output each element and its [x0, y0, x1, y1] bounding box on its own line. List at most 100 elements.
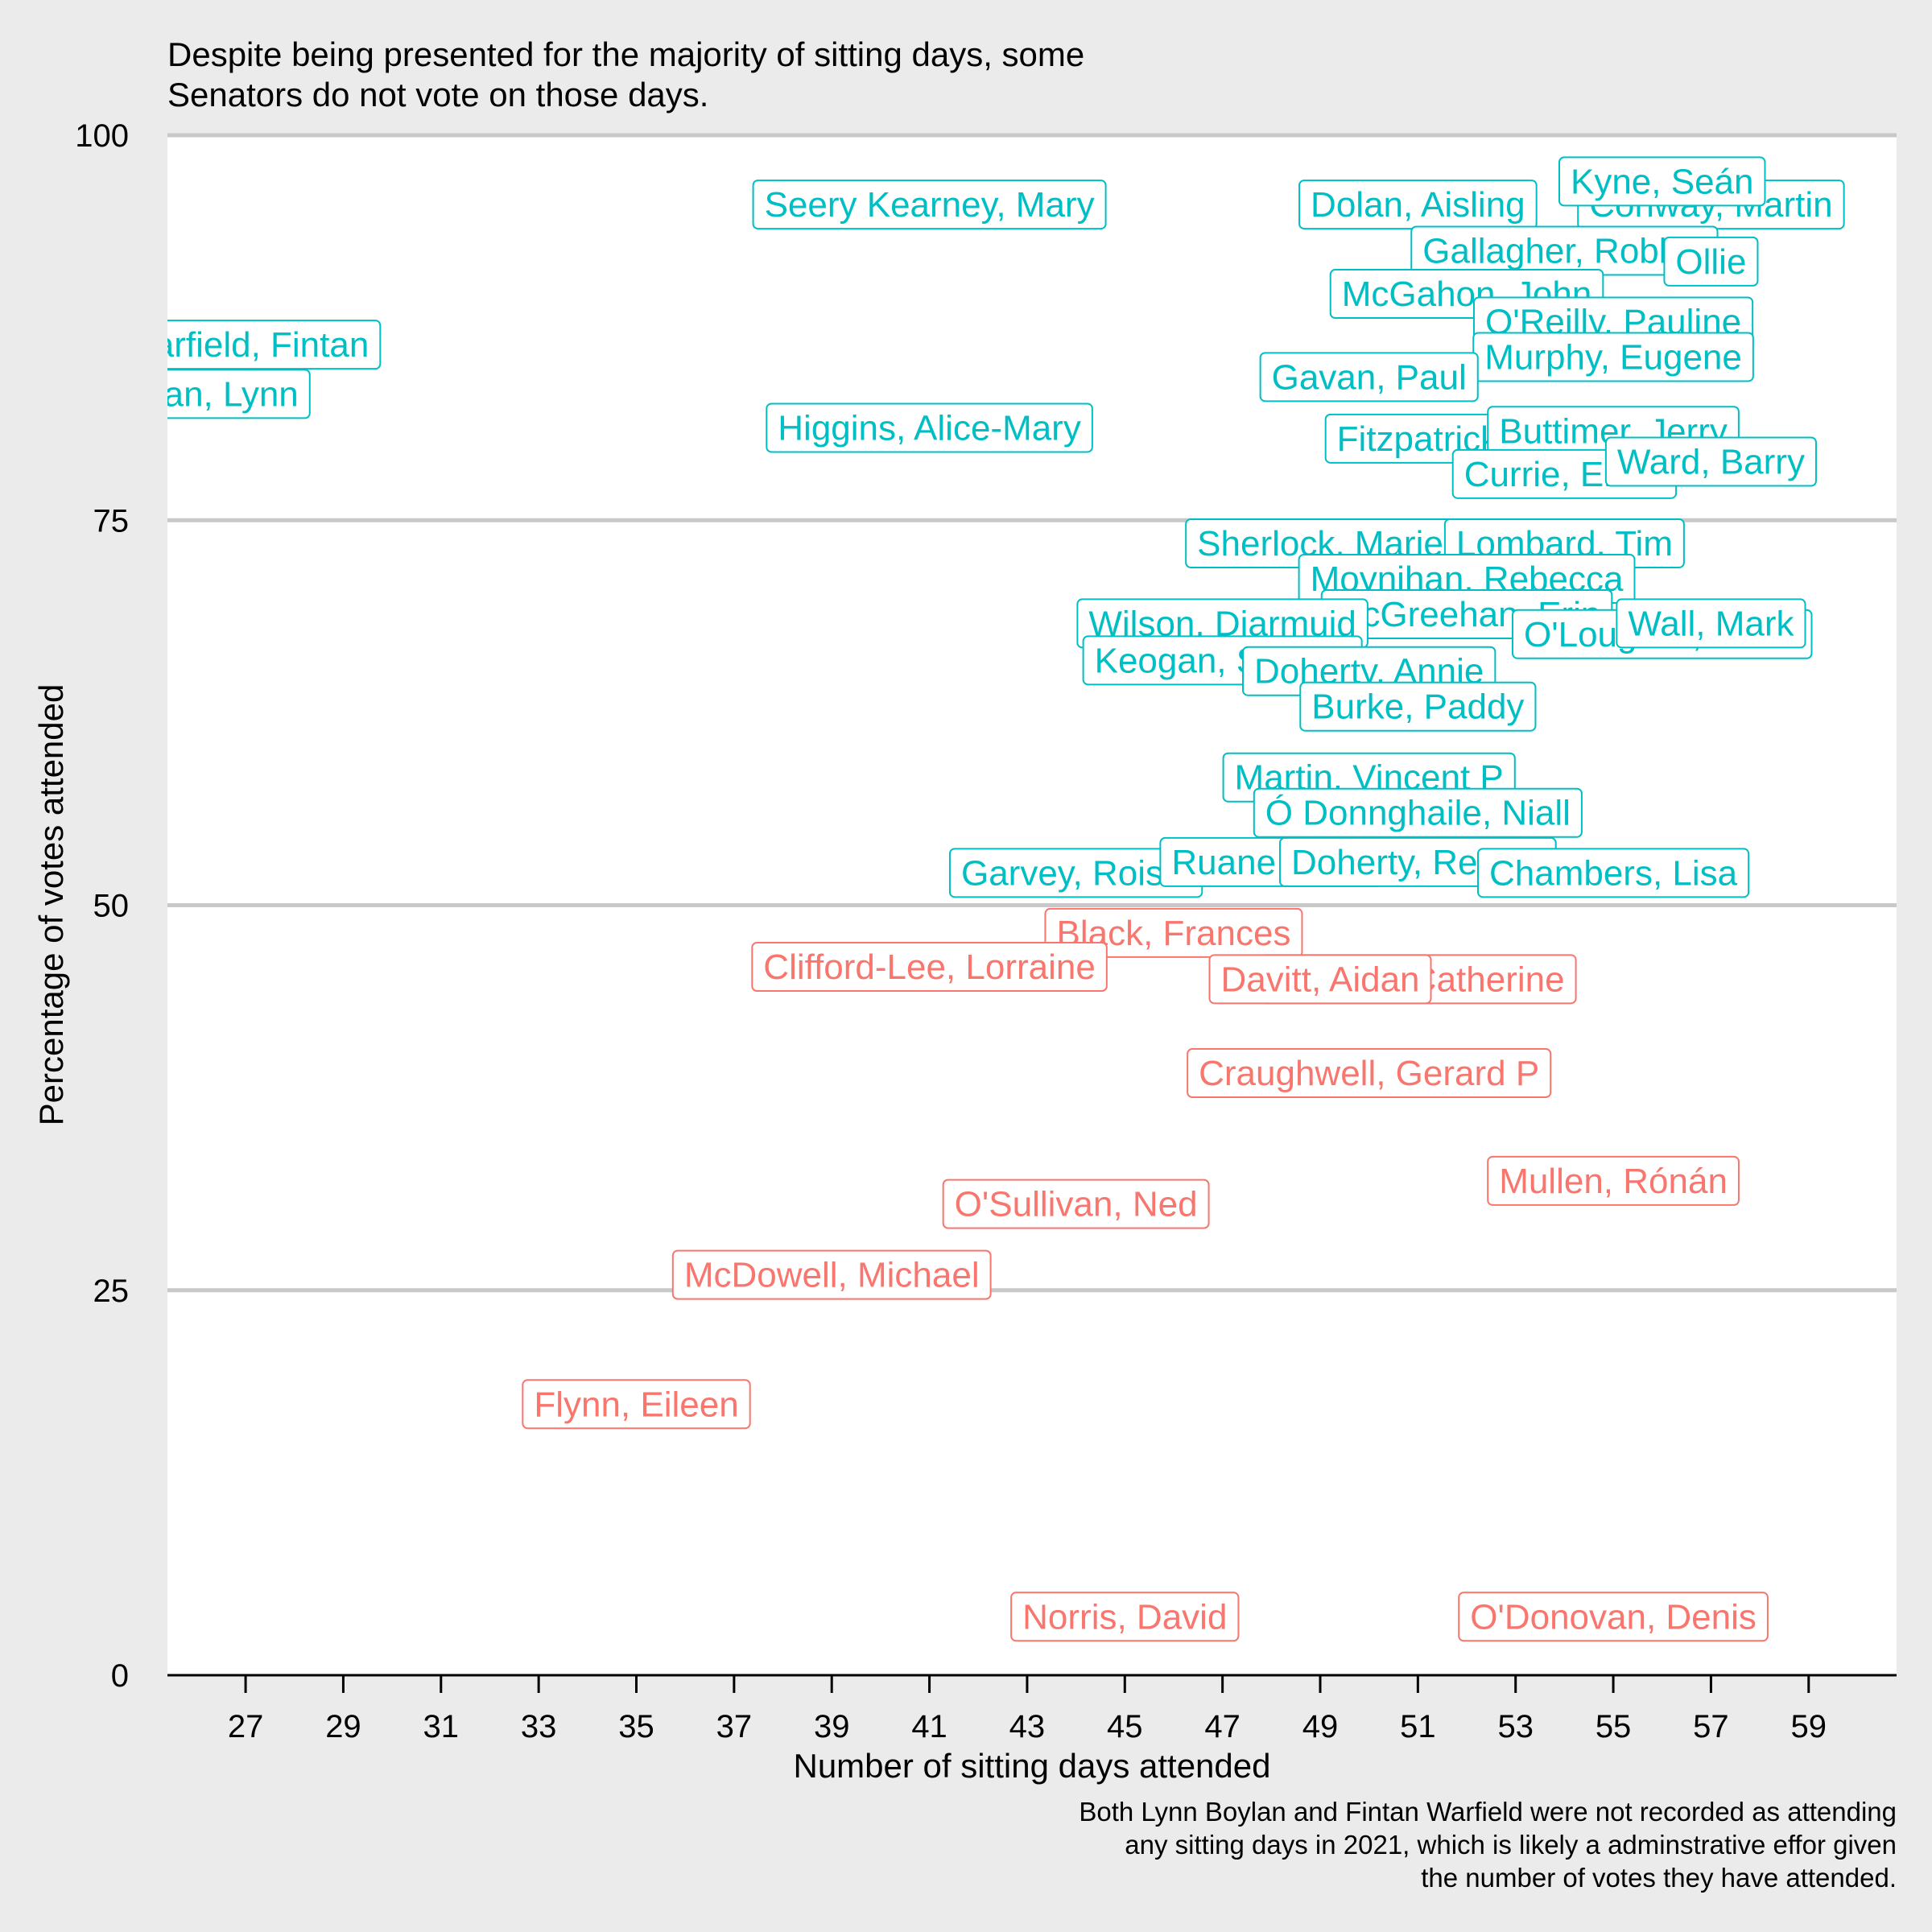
- point-label-box-28: [1253, 787, 1583, 838]
- x-tick-label-1: 29: [325, 1709, 361, 1744]
- point-label-0: Seery Kearney, Mary: [752, 180, 1107, 230]
- x-tick-label-9: 45: [1107, 1709, 1143, 1744]
- x-tick-label-14: 55: [1596, 1709, 1632, 1744]
- point-label-5: Ollie: [1663, 236, 1759, 287]
- x-tick-label-11: 49: [1302, 1709, 1339, 1744]
- point-label-text-0: Seery Kearney, Mary: [765, 185, 1095, 225]
- point-label-10: Warfield, Fintan: [122, 320, 382, 370]
- point-label-box-32: [1476, 848, 1750, 898]
- point-label-text-28: Ó Donnghaile, Niall: [1265, 794, 1571, 833]
- caption-line-1: Both Lynn Boylan and Fintan Warfield wer…: [1079, 1797, 1897, 1827]
- point-label-32: Chambers, Lisa: [1476, 848, 1750, 898]
- point-label-text-32: Chambers, Lisa: [1489, 853, 1738, 893]
- chart-title-line-1: Despite being presented for the majority…: [167, 35, 1084, 73]
- point-label-box-43: [1458, 1591, 1769, 1642]
- x-tick-label-13: 53: [1497, 1709, 1534, 1744]
- point-label-40: McDowell, Michael: [671, 1249, 992, 1300]
- point-label-box-37: [1187, 1048, 1552, 1099]
- x-tick-label-2: 31: [423, 1709, 460, 1744]
- y-tick-label-3: 75: [93, 503, 130, 539]
- y-tick-label-4: 100: [75, 118, 129, 154]
- chart-title-line-2: Senators do not vote on those days.: [167, 76, 708, 114]
- point-label-text-26: Burke, Paddy: [1311, 687, 1524, 727]
- x-axis: 27 29 31 33 35 37 39 41 43 45 47 49 51 53 55 57 59: [167, 1674, 1897, 1744]
- point-label-9: Gavan, Paul: [1259, 352, 1479, 402]
- point-label-12: Higgins, Alice-Mary: [766, 402, 1093, 453]
- x-tick-label-8: 43: [1009, 1709, 1046, 1744]
- point-label-text-23: Wall, Mark: [1628, 604, 1794, 643]
- y-axis: 0 25 50 75 100: [75, 118, 129, 1694]
- point-label-text-11: Boylan, Lynn: [95, 374, 299, 414]
- point-label-box-9: [1259, 352, 1479, 402]
- x-tick-label-10: 47: [1204, 1709, 1241, 1744]
- point-label-text-4: Gallagher, Robbie: [1422, 231, 1706, 270]
- point-label-text-40: McDowell, Michael: [684, 1256, 980, 1295]
- x-axis-title: Number of sitting days attended: [793, 1747, 1270, 1785]
- point-label-4: Gallagher, Robbie: [1410, 225, 1719, 276]
- point-label-box-34: [751, 942, 1108, 993]
- point-label-text-39: O'Sullivan, Ned: [955, 1185, 1198, 1224]
- y-tick-label-1: 25: [93, 1274, 130, 1309]
- x-tick-label-5: 37: [716, 1709, 753, 1744]
- x-tick-label-6: 39: [814, 1709, 850, 1744]
- caption-line-3: the number of votes they have attended.: [1421, 1863, 1897, 1893]
- x-tick-label-7: 41: [911, 1709, 947, 1744]
- x-tick-label-12: 51: [1400, 1709, 1436, 1744]
- point-label-23: Wall, Mark: [1616, 598, 1806, 649]
- point-label-box-26: [1299, 681, 1537, 732]
- y-tick-label-2: 50: [93, 889, 130, 924]
- point-label-34: Clifford-Lee, Lorraine: [751, 942, 1108, 993]
- point-label-26: Burke, Paddy: [1299, 681, 1537, 732]
- point-label-box-12: [766, 402, 1093, 453]
- point-label-29: Garvey, Roisin: [948, 848, 1203, 898]
- point-label-box-39: [942, 1179, 1210, 1229]
- point-label-text-1: Dolan, Aisling: [1311, 185, 1525, 225]
- point-label-11: Boylan, Lynn: [95, 369, 311, 419]
- point-label-box-38: [1487, 1155, 1740, 1206]
- point-label-box-10: [167, 320, 382, 370]
- point-label-text-42: Norris, David: [1022, 1597, 1227, 1637]
- point-label-text-3: Kyne, Seán: [1571, 162, 1754, 201]
- point-label-box-11: [167, 369, 311, 419]
- point-label-41: Flynn, Eileen: [522, 1379, 751, 1430]
- point-label-text-8: Murphy, Eugene: [1484, 337, 1742, 377]
- point-label-text-36: Davitt, Aidan: [1220, 960, 1419, 999]
- caption-line-2: any sitting days in 2021, which is likel…: [1125, 1830, 1897, 1860]
- point-label-38: Mullen, Rónán: [1487, 1155, 1740, 1206]
- point-label-text-29: Garvey, Roisin: [961, 853, 1191, 893]
- y-axis-title: Percentage of votes attended: [32, 684, 70, 1126]
- point-label-box-23: [1616, 598, 1806, 649]
- point-label-text-9: Gavan, Paul: [1272, 357, 1467, 397]
- point-label-box-5: [1663, 236, 1759, 287]
- point-label-39: O'Sullivan, Ned: [942, 1179, 1210, 1229]
- x-tick-label-0: 27: [228, 1709, 264, 1744]
- point-label-37: Craughwell, Gerard P: [1187, 1048, 1552, 1099]
- point-label-text-5: Ollie: [1675, 242, 1746, 282]
- point-label-box-40: [671, 1249, 992, 1300]
- point-label-box-36: [1208, 954, 1432, 1005]
- point-label-1: Dolan, Aisling: [1298, 180, 1538, 230]
- point-label-box-42: [1010, 1591, 1240, 1642]
- point-label-8: Murphy, Eugene: [1472, 332, 1754, 382]
- point-label-42: Norris, David: [1010, 1591, 1240, 1642]
- point-label-text-38: Mullen, Rónán: [1499, 1162, 1728, 1201]
- point-label-text-37: Craughwell, Gerard P: [1199, 1054, 1539, 1093]
- point-label-box-33: [1044, 907, 1303, 958]
- point-label-28: Ó Donnghaile, Niall: [1253, 787, 1583, 838]
- x-tick-label-3: 33: [521, 1709, 557, 1744]
- point-label-36: Davitt, Aidan: [1208, 954, 1432, 1005]
- point-label-16: Ward, Barry: [1604, 436, 1817, 487]
- point-label-text-12: Higgins, Alice-Mary: [778, 408, 1081, 448]
- x-tick-label-15: 57: [1693, 1709, 1729, 1744]
- point-label-box-16: [1604, 436, 1817, 487]
- y-tick-label-0: 0: [111, 1658, 129, 1694]
- x-tick-label-4: 35: [618, 1709, 654, 1744]
- point-label-3: Kyne, Seán: [1558, 156, 1766, 207]
- point-label-text-10: Warfield, Fintan: [122, 325, 369, 365]
- x-tick-label-16: 59: [1791, 1709, 1827, 1744]
- point-label-box-0: [752, 180, 1107, 230]
- point-label-text-43: O'Donovan, Denis: [1470, 1597, 1757, 1637]
- point-label-text-41: Flynn, Eileen: [534, 1385, 738, 1424]
